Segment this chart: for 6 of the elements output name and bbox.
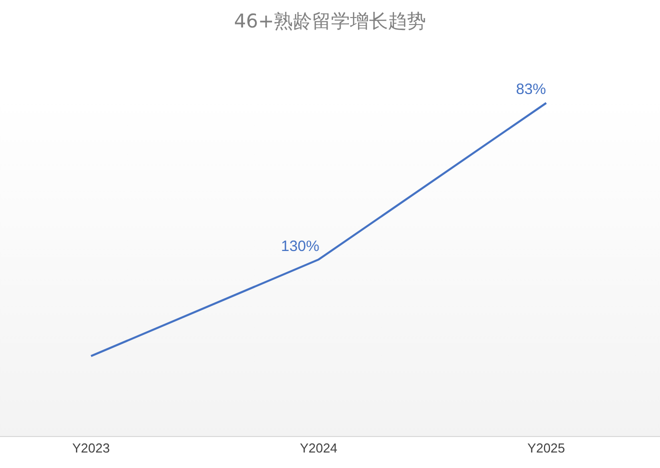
- x-tick-label: Y2025: [527, 440, 566, 456]
- annotation: 130%: [281, 238, 320, 255]
- annotation: 83%: [516, 81, 546, 98]
- x-tick-label: Y2023: [72, 440, 110, 456]
- chart-title: 46+熟龄留学增长趋势: [234, 10, 426, 32]
- x-tick-label: Y2024: [300, 440, 338, 456]
